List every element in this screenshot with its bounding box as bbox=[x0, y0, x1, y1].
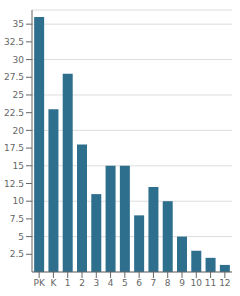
svg-text:9: 9 bbox=[179, 278, 185, 288]
svg-text:25: 25 bbox=[13, 90, 24, 100]
svg-text:32.5: 32.5 bbox=[8, 37, 24, 47]
svg-text:4: 4 bbox=[108, 278, 114, 288]
svg-text:PK: PK bbox=[33, 278, 45, 288]
svg-text:10: 10 bbox=[191, 278, 203, 288]
svg-text:17.5: 17.5 bbox=[8, 143, 24, 153]
svg-text:2.5: 2.5 bbox=[10, 249, 24, 259]
svg-text:30: 30 bbox=[13, 55, 25, 65]
svg-text:12: 12 bbox=[219, 278, 230, 288]
svg-text:11: 11 bbox=[205, 278, 216, 288]
svg-text:3: 3 bbox=[93, 278, 99, 288]
svg-text:1: 1 bbox=[65, 278, 71, 288]
svg-text:5: 5 bbox=[18, 232, 24, 242]
svg-text:20: 20 bbox=[13, 126, 25, 136]
svg-text:10: 10 bbox=[13, 196, 25, 206]
svg-text:22.5: 22.5 bbox=[8, 108, 24, 118]
svg-text:6: 6 bbox=[136, 278, 142, 288]
svg-text:7.5: 7.5 bbox=[10, 214, 24, 224]
svg-text:5: 5 bbox=[122, 278, 128, 288]
svg-text:27.5: 27.5 bbox=[8, 72, 24, 82]
svg-text:15: 15 bbox=[13, 161, 24, 171]
svg-text:35: 35 bbox=[13, 19, 24, 29]
svg-text:2: 2 bbox=[79, 278, 85, 288]
svg-text:K: K bbox=[50, 278, 57, 288]
svg-text:12.5: 12.5 bbox=[8, 179, 24, 189]
svg-text:7: 7 bbox=[151, 278, 157, 288]
svg-text:8: 8 bbox=[165, 278, 171, 288]
